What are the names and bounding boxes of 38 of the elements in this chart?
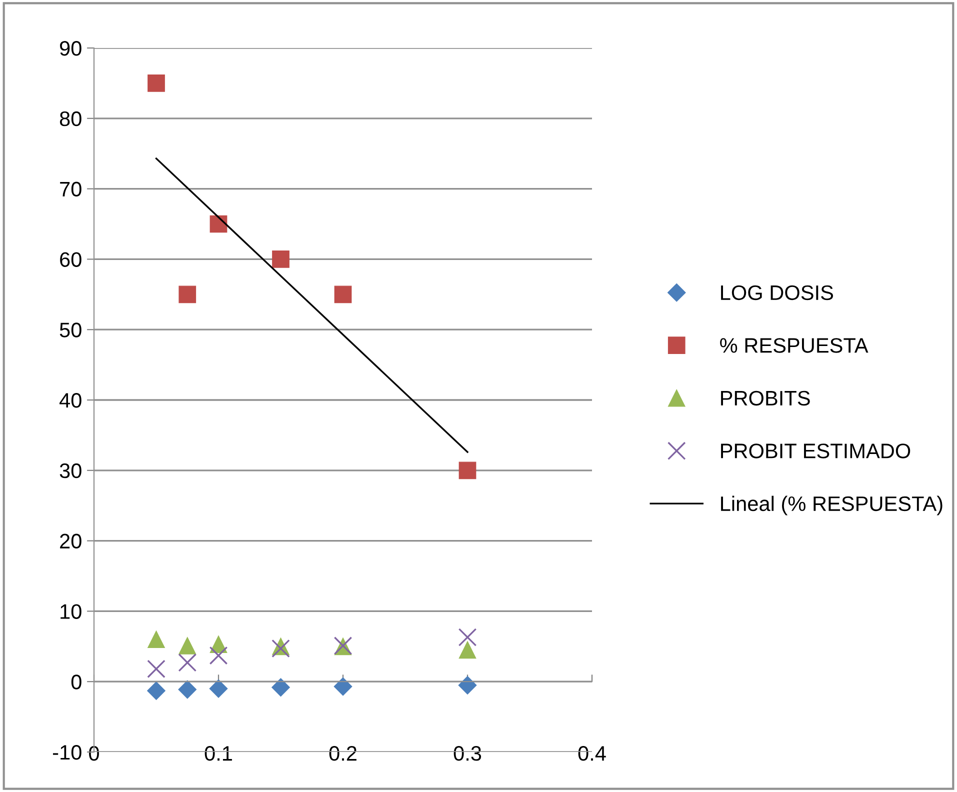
legend-label: % RESPUESTA [720,338,868,353]
point [178,286,196,304]
y-tick-label: 90 [60,41,82,56]
point [148,630,165,648]
y-tick-label: 70 [60,182,82,197]
y-tick-label: 30 [60,463,82,478]
point [147,660,166,678]
y-tick-label: -10 [53,745,82,760]
x-tick-label: 0.1 [204,746,232,761]
x-tick-label: 0.4 [578,746,606,761]
x-tick-label: 0.3 [454,746,482,761]
point [458,676,477,694]
legend-label: PROBIT ESTIMADO [721,444,910,458]
legend-label: LOG DOSIS [721,285,833,300]
point [209,679,228,698]
point [147,682,166,700]
point [272,678,290,697]
y-tick-label: 20 [60,534,82,549]
point [209,646,228,665]
y-tick-label: 10 [60,604,82,619]
point [458,641,476,659]
legend-label: Lineal (% RESPUESTA) [721,496,942,516]
point [458,462,476,480]
point [178,637,196,654]
x-tick-label: 0.2 [329,746,356,761]
point [334,677,352,696]
point [178,680,197,699]
point [334,286,352,304]
legend-label: PROBITS [721,390,810,406]
y-tick-label: 40 [60,393,82,408]
point [148,74,165,92]
y-tick-label: 80 [60,111,82,126]
point [272,250,290,268]
point [178,653,197,672]
y-tick-label: 0 [71,674,82,690]
point [458,628,477,646]
y-tick-label: 60 [60,252,82,267]
y-tick-label: 50 [60,322,82,338]
